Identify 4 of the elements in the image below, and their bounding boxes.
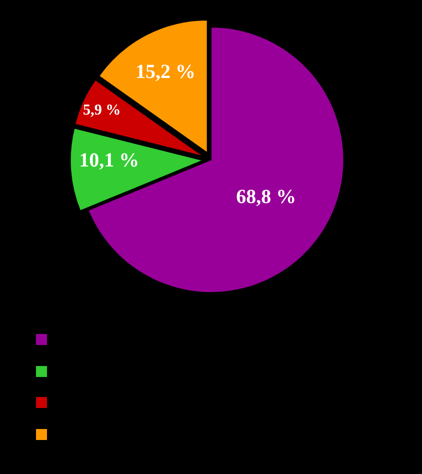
data-label: 10,1 % (79, 149, 140, 172)
data-label: 15,2 % (136, 60, 196, 83)
data-label: 68,8 % (236, 186, 296, 208)
data-label: 5,9 % (82, 102, 121, 118)
